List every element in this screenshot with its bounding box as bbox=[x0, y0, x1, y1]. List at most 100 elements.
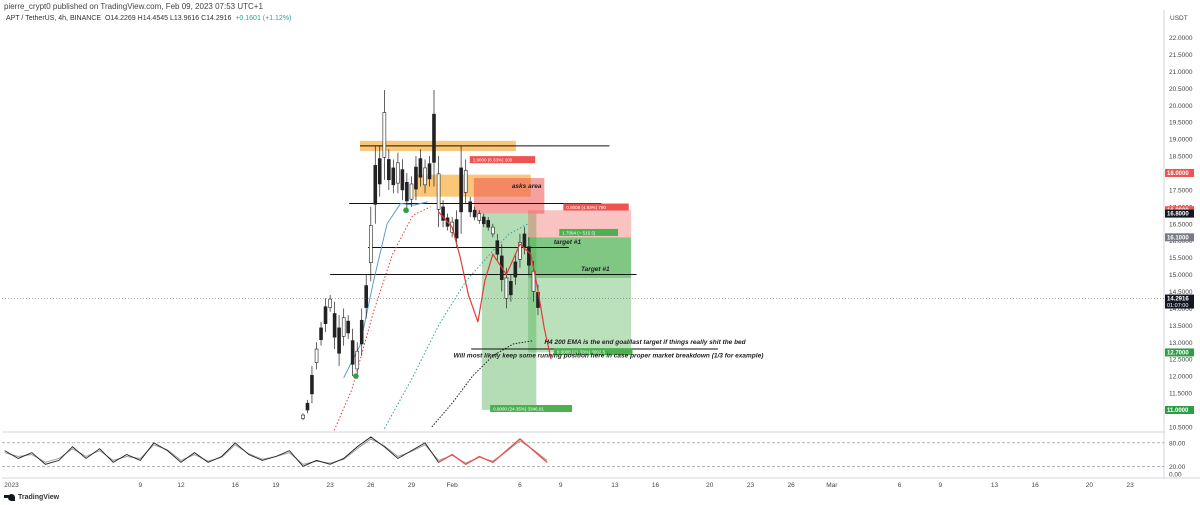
short-stop-zone bbox=[473, 178, 545, 214]
y-tick-label: 12.5000 bbox=[1169, 357, 1193, 364]
oscillator-k-line bbox=[4, 436, 548, 467]
candle-body bbox=[355, 350, 360, 370]
x-tick-label: 9 bbox=[138, 482, 142, 489]
price-tag-text: 16.1000 bbox=[1167, 235, 1189, 241]
oscillator-tick-label: 20.00 bbox=[1169, 464, 1186, 471]
candle-body bbox=[364, 285, 368, 308]
price-tag-text: 16.8000 bbox=[1167, 212, 1189, 218]
y-tick-label: 19.0000 bbox=[1169, 137, 1193, 144]
x-tick-label: 13 bbox=[611, 482, 619, 489]
x-tick-label: 23 bbox=[1126, 482, 1134, 489]
candle-body bbox=[481, 216, 486, 225]
price-tag-text: 18.0000 bbox=[1167, 171, 1189, 177]
candle-body bbox=[319, 327, 323, 341]
x-tick-label: 9 bbox=[938, 482, 942, 489]
position-label-text: 0.9000 (24.35%) 3346.01 bbox=[493, 406, 544, 411]
candle-body bbox=[418, 158, 423, 178]
candle-body bbox=[350, 340, 355, 365]
candle-body bbox=[509, 281, 513, 296]
price-change: +0.1601 (+1.12%) bbox=[235, 15, 292, 22]
symbol-legend: APT / TetherUS, 4h, BINANCE O14.2269 H14… bbox=[6, 15, 291, 22]
annotation-text: target #1 bbox=[554, 239, 581, 246]
candle-body bbox=[441, 206, 445, 221]
candle-body bbox=[310, 374, 314, 395]
ema-blue-line bbox=[343, 201, 428, 379]
long-target1-zone bbox=[528, 237, 632, 278]
y-tick-label: 19.5000 bbox=[1169, 120, 1193, 127]
candle-body bbox=[432, 113, 436, 163]
x-tick-label: 19 bbox=[272, 482, 280, 489]
y-tick-label: 11.5000 bbox=[1169, 391, 1192, 398]
footer-brand: TradingView bbox=[4, 494, 59, 501]
candle-body bbox=[468, 201, 472, 213]
candle-body bbox=[305, 402, 310, 411]
candle-body bbox=[486, 220, 491, 228]
annotation-text: H4 200 EMA is the end goal/last target i… bbox=[544, 339, 746, 346]
x-tick-label: 6 bbox=[518, 482, 522, 489]
candle-body bbox=[359, 319, 364, 345]
candle-body bbox=[477, 213, 482, 221]
x-tick-label: 9 bbox=[559, 482, 563, 489]
oscillator-k-highlight-line bbox=[438, 438, 548, 466]
x-tick-label: Feb bbox=[447, 482, 459, 489]
position-label-box bbox=[559, 228, 619, 236]
y-tick-label: 12.0000 bbox=[1169, 374, 1193, 381]
x-tick-label: 12 bbox=[177, 482, 185, 489]
symbol-title[interactable]: APT / TetherUS, 4h, BINANCE bbox=[6, 15, 102, 22]
candle-body bbox=[301, 414, 305, 419]
candle-body bbox=[323, 306, 328, 324]
y-tick-label: 20.0000 bbox=[1169, 103, 1193, 110]
y-tick-label: 20.5000 bbox=[1169, 86, 1193, 93]
y-tick-label: 16.0000 bbox=[1169, 238, 1193, 245]
candle-body bbox=[377, 158, 382, 185]
position-label-text: 1.7094 (~ 515.5) bbox=[562, 230, 596, 235]
y-tick-label: 18.5000 bbox=[1169, 154, 1193, 161]
candle-body bbox=[518, 242, 522, 260]
candle-body bbox=[459, 167, 463, 213]
position-label-box bbox=[553, 348, 633, 356]
price-tag bbox=[1165, 405, 1194, 414]
candle-body bbox=[513, 261, 518, 278]
candle-body bbox=[423, 167, 427, 186]
price-tag bbox=[1165, 348, 1194, 357]
x-tick-label: 16 bbox=[652, 482, 660, 489]
y-tick-label: 16.5000 bbox=[1169, 221, 1193, 228]
candle-body bbox=[328, 298, 332, 308]
candle-body bbox=[405, 181, 409, 202]
price-tag-subtext: 01:07:00 bbox=[1167, 303, 1188, 309]
price-tag bbox=[1165, 233, 1194, 242]
signal-marker bbox=[403, 207, 409, 214]
candle-body bbox=[396, 162, 400, 184]
annotation-text: Target #1 bbox=[581, 266, 610, 273]
y-tick-label: 13.0000 bbox=[1169, 340, 1193, 347]
candle-body bbox=[314, 348, 319, 363]
y-tick-label: 22.0000 bbox=[1169, 35, 1193, 42]
published-line: pierre_crypt0 published on TradingView.c… bbox=[4, 2, 263, 11]
position-label-text: 0.9008 (4.93%) 790 bbox=[566, 205, 606, 210]
y-tick-label: 15.5000 bbox=[1169, 255, 1193, 262]
annotation-text: Will most likely keep some running posit… bbox=[454, 353, 764, 360]
candle-body bbox=[369, 225, 373, 264]
ohlc-values: O14.2269 H14.4545 L13.9616 C14.2916 bbox=[104, 15, 232, 22]
position-label-box bbox=[490, 404, 573, 412]
candle-body bbox=[391, 167, 396, 186]
position-label-box bbox=[563, 203, 629, 211]
candle-body bbox=[382, 112, 387, 158]
candle-body bbox=[531, 270, 536, 292]
candle-body bbox=[332, 313, 337, 338]
tradingview-logo-icon bbox=[4, 494, 15, 501]
candle-body bbox=[491, 226, 495, 235]
ema200-dotted-line bbox=[431, 340, 534, 428]
candle-body bbox=[400, 169, 405, 191]
long-target2-zone bbox=[528, 277, 632, 353]
price-tag bbox=[1165, 168, 1194, 177]
y-tick-label: 21.5000 bbox=[1169, 52, 1193, 59]
footer-brand-text: TradingView bbox=[18, 494, 60, 501]
candle-body bbox=[427, 163, 432, 180]
y-tick-label: 17.5000 bbox=[1169, 187, 1193, 194]
oscillator-tick-label: 80.00 bbox=[1169, 440, 1186, 447]
candle-body bbox=[373, 165, 378, 205]
ema-red-dotted-line bbox=[333, 206, 431, 431]
y-tick-label: 10.5000 bbox=[1169, 424, 1193, 431]
